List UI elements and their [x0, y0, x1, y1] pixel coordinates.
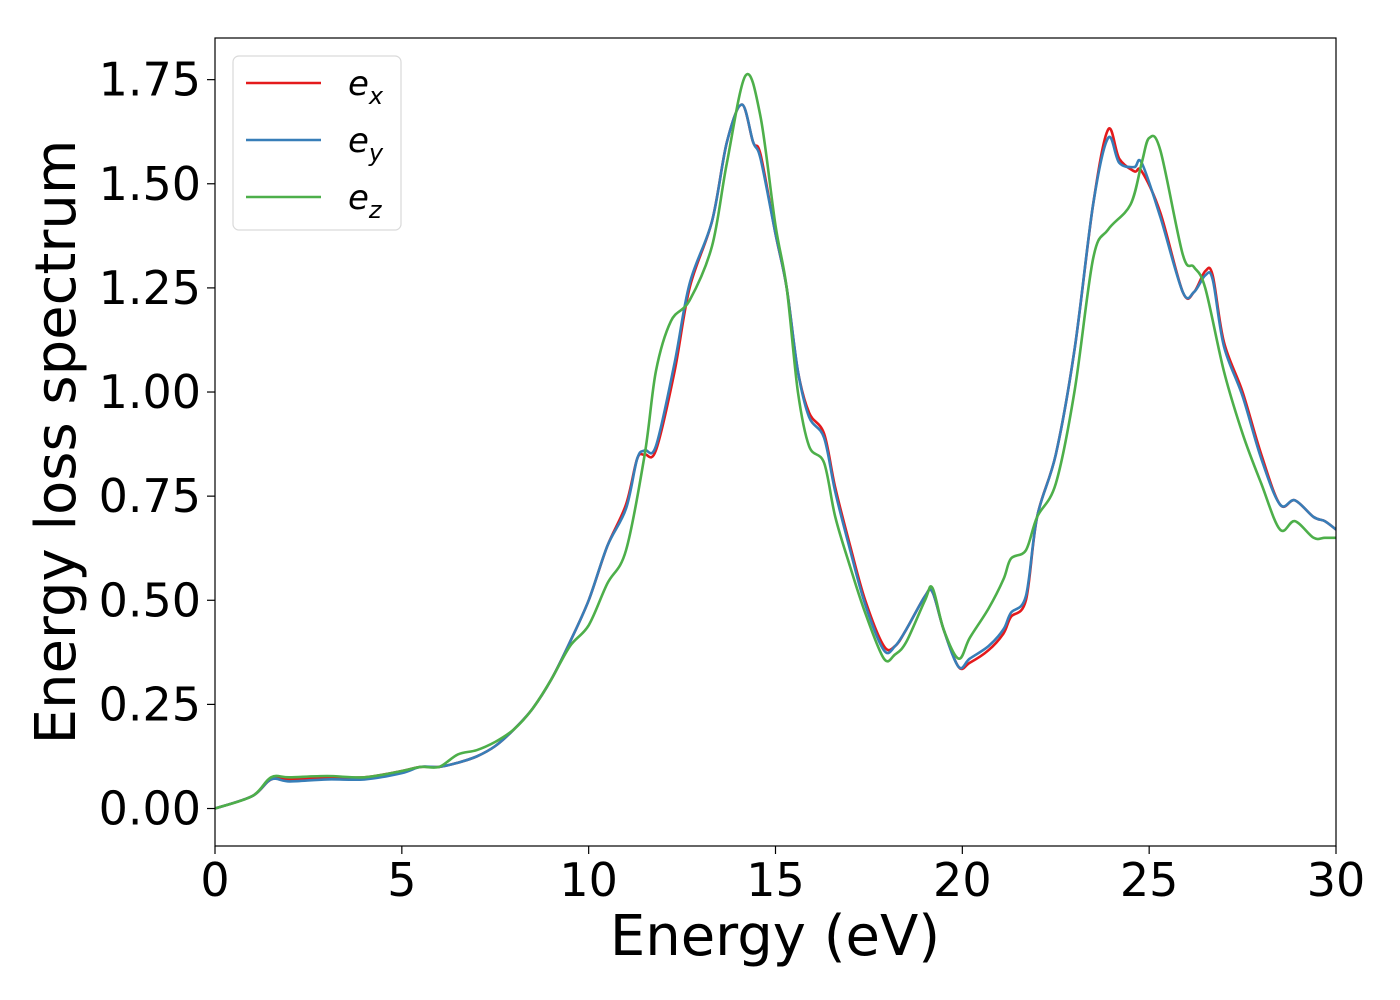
- y-tick-label: 0.75: [99, 469, 201, 523]
- y-tick-label: 1.75: [99, 53, 201, 107]
- x-axis-title: Energy (eV): [610, 904, 940, 969]
- y-tick-label: 0.50: [99, 573, 201, 627]
- legend-box: [232, 55, 402, 231]
- x-tick-label: 15: [746, 853, 805, 907]
- x-tick-label: 30: [1307, 853, 1366, 907]
- series-lines: [215, 72, 1336, 810]
- x-tick-label: 20: [933, 853, 992, 907]
- series-line-ez: [215, 72, 1336, 810]
- x-tick-label: 10: [559, 853, 618, 907]
- y-tick-label: 0.00: [99, 782, 201, 836]
- x-tick-label: 0: [200, 853, 229, 907]
- x-axis-ticks: 0 5 10 15 20 25 30: [200, 846, 1365, 907]
- y-tick-label: 1.50: [99, 157, 201, 211]
- x-tick-label: 25: [1120, 853, 1179, 907]
- y-tick-label: 0.25: [99, 677, 201, 731]
- y-axis-ticks: 0.00 0.25 0.50 0.75 1.00 1.25 1.50 1.75: [99, 53, 215, 836]
- y-tick-label: 1.00: [99, 365, 201, 419]
- y-axis-title: Energy loss spectrum: [24, 140, 89, 745]
- x-tick-label: 5: [387, 853, 416, 907]
- y-tick-label: 1.25: [99, 261, 201, 315]
